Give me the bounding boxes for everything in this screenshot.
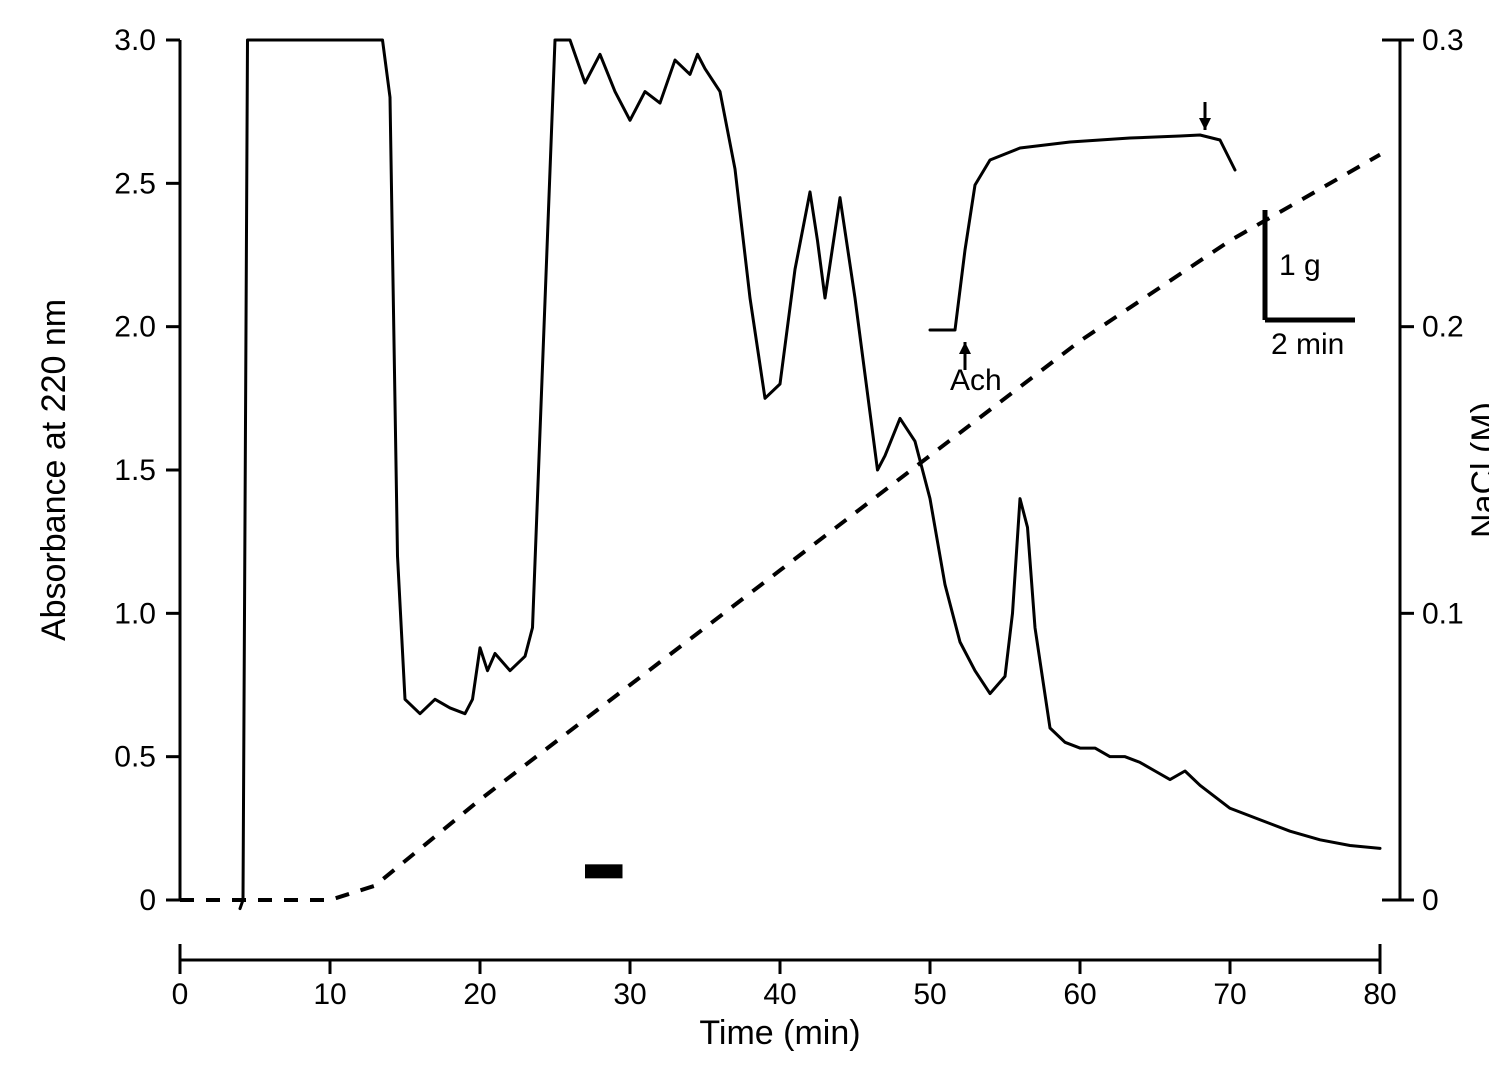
y-right-tick-label: 0.1 <box>1422 597 1464 630</box>
inset-ach-label: Ach <box>950 364 1002 397</box>
y-left-tick-label: 0.5 <box>114 741 156 774</box>
chart-background <box>0 0 1489 1085</box>
x-tick-label: 30 <box>613 978 646 1011</box>
x-tick-label: 70 <box>1213 978 1246 1011</box>
y-right-axis-label: NaCl (M) <box>1465 402 1489 538</box>
chromatogram-figure: 0 0.5 1.0 1.5 2.0 2.5 3.0 Absorbance at 220 nm 0… <box>0 0 1489 1085</box>
y-left-tick-label: 2.0 <box>114 311 156 344</box>
x-tick-label: 60 <box>1063 978 1096 1011</box>
y-left-tick-label: 0 <box>139 884 156 917</box>
x-axis-label: Time (min) <box>699 1014 860 1052</box>
inset-scale-h-label: 2 min <box>1271 328 1344 361</box>
active-fraction-marker <box>585 864 623 878</box>
x-tick-label: 50 <box>913 978 946 1011</box>
x-tick-label: 40 <box>763 978 796 1011</box>
x-tick-label: 80 <box>1363 978 1396 1011</box>
y-right-tick-label: 0 <box>1422 884 1439 917</box>
x-tick-label: 20 <box>463 978 496 1011</box>
x-tick-label: 0 <box>172 978 189 1011</box>
chart-svg: 0 0.5 1.0 1.5 2.0 2.5 3.0 Absorbance at 220 nm 0… <box>0 0 1489 1085</box>
y-left-tick-label: 1.0 <box>114 597 156 630</box>
y-right-tick-label: 0.3 <box>1422 24 1464 57</box>
inset-scale-v-label: 1 g <box>1279 249 1321 282</box>
y-left-tick-label: 2.5 <box>114 167 156 200</box>
y-left-axis-label: Absorbance at 220 nm <box>35 299 73 641</box>
y-left-tick-label: 3.0 <box>114 24 156 57</box>
y-left-tick-label: 1.5 <box>114 454 156 487</box>
y-right-tick-label: 0.2 <box>1422 311 1464 344</box>
x-tick-label: 10 <box>313 978 346 1011</box>
